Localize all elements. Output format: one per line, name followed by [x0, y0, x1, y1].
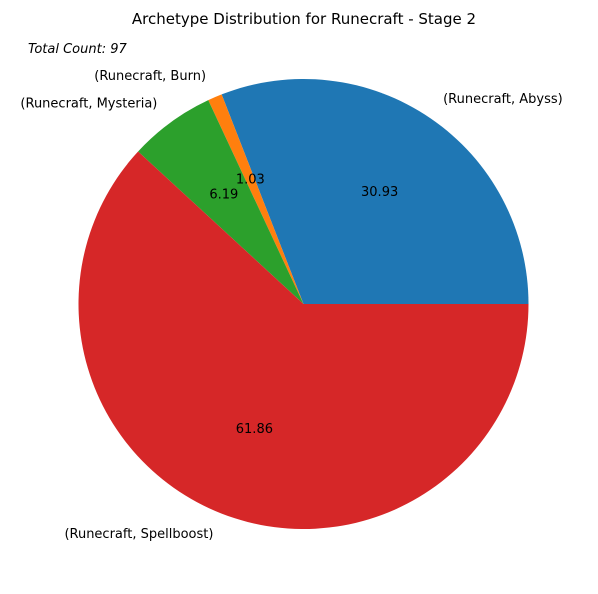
pie-slice-runecraft-mysteria — [138, 100, 304, 304]
pie-slices — [78, 79, 529, 529]
pie-labels: (Runecraft, Abyss) 30.93 (Runecraft, Burn)… — [20, 69, 562, 542]
chart-title: Archetype Distribution for Runecraft - S… — [132, 10, 476, 28]
slice-value-runecraft-abyss: 30.93 — [361, 185, 398, 200]
slice-label-runecraft-abyss: (Runecraft, Abyss) — [443, 92, 563, 107]
slice-value-runecraft-burn: 1.03 — [236, 172, 265, 187]
slice-label-runecraft-burn: (Runecraft, Burn) — [94, 69, 206, 84]
pie-slice-runecraft-spellboost — [78, 151, 529, 529]
slice-value-runecraft-spellboost: 61.86 — [236, 422, 273, 437]
pie-slice-runecraft-burn — [208, 94, 304, 304]
pie-slice-runecraft-abyss — [221, 79, 529, 304]
slice-label-runecraft-spellboost: (Runecraft, Spellboost) — [64, 527, 213, 542]
slice-value-runecraft-mysteria: 6.19 — [209, 188, 238, 203]
total-count-annotation: Total Count: 97 — [28, 42, 127, 57]
slice-label-runecraft-mysteria: (Runecraft, Mysteria) — [20, 97, 157, 112]
